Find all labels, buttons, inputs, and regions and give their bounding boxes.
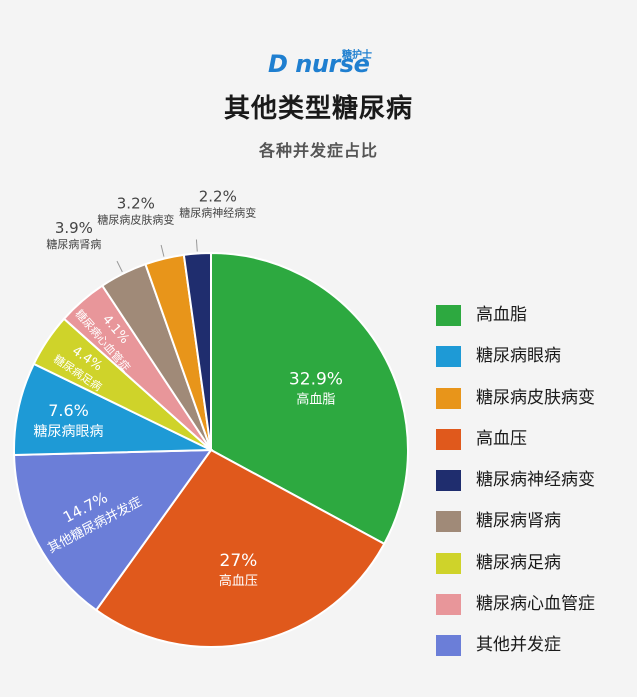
chart-title: 其他类型糖尿病 — [223, 94, 413, 124]
pie-slice — [210, 251, 409, 546]
slice-value-label: 7.6% — [48, 401, 89, 420]
slice-value-label: 3.2% — [117, 194, 155, 212]
legend-label: 糖尿病心血管症 — [476, 594, 595, 615]
legend-swatch — [436, 428, 461, 450]
slice-value-label: 27% — [219, 551, 257, 571]
legend-item: 糖尿病皮肤病变 — [436, 387, 636, 429]
slice-value-label: 32.9% — [289, 369, 343, 389]
legend-item: 糖尿病足病 — [436, 552, 636, 594]
legend-item: 高血压 — [436, 428, 636, 470]
slice-name-label: 高血脂 — [296, 391, 335, 407]
leader-line — [160, 244, 165, 257]
legend-label: 其他并发症 — [476, 635, 561, 656]
brand-logo: D nurse 糖护士 — [268, 46, 378, 80]
legend-swatch — [436, 511, 461, 533]
legend-label: 糖尿病眼病 — [476, 346, 561, 367]
slice-label-group: 32.9% 高血脂 — [289, 369, 343, 407]
legend-label: 高血脂 — [476, 305, 527, 325]
legend-label: 糖尿病足病 — [476, 552, 561, 573]
legend-item: 糖尿病眼病 — [436, 346, 636, 387]
legend: 高血脂糖尿病眼病糖尿病皮肤病变 高血压糖尿病神经病变 糖尿病肾病糖尿病足病糖尿病心血… — [436, 305, 636, 677]
legend-label: 糖尿病肾病 — [476, 511, 561, 532]
slice-name-label: 糖尿病眼病 — [34, 424, 104, 440]
legend-item: 糖尿病心血管症 — [436, 594, 636, 635]
slice-label-group: 27% 高血压 — [219, 551, 258, 589]
legend-label: 高血压 — [476, 428, 527, 449]
legend-swatch — [436, 594, 461, 616]
legend-swatch — [436, 346, 461, 368]
legend-label: 糖尿病神经病变 — [476, 470, 595, 491]
slice-name-label: 糖尿病肾病 — [46, 237, 101, 251]
slice-value-label: 2.2% — [199, 187, 237, 205]
pie-slice — [13, 448, 213, 612]
legend-swatch — [436, 552, 461, 574]
legend-item: 其他并发症 — [436, 635, 636, 676]
legend-item: 糖尿病神经病变 — [436, 470, 636, 511]
legend-swatch — [436, 635, 461, 657]
chart-subtitle: 各种并发症占比 — [258, 141, 378, 160]
leader-line — [116, 260, 123, 273]
legend-item: 糖尿病肾病 — [436, 511, 636, 552]
leader-line — [195, 239, 198, 252]
brand-cn: 糖护士 — [342, 50, 372, 61]
legend-label: 糖尿病皮肤病变 — [476, 387, 595, 408]
pie-slice — [182, 251, 212, 451]
slice-name-label: 糖尿病神经病变 — [179, 205, 256, 219]
brand-wordmark: D nurse — [268, 50, 370, 78]
slice-label-group: 7.6% 糖尿病眼病 — [34, 401, 104, 440]
legend-swatch — [436, 470, 461, 492]
legend-item: 高血脂 — [436, 305, 636, 346]
legend-swatch — [436, 387, 461, 409]
slice-value-label: 3.9% — [55, 219, 93, 237]
legend-swatch — [436, 305, 461, 326]
slice-name-label: 高血压 — [219, 573, 258, 589]
slice-name-label: 糖尿病皮肤病变 — [97, 212, 174, 226]
pie-slice — [94, 448, 386, 648]
pie-slice — [13, 362, 212, 456]
